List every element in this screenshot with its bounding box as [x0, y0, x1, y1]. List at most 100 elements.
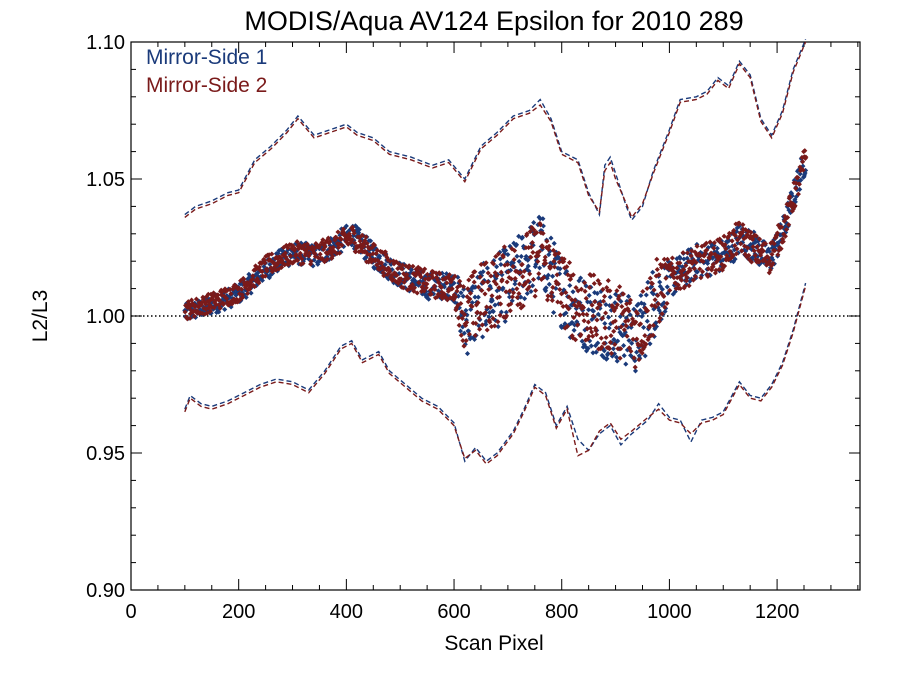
data-point: [458, 300, 464, 307]
data-point: [550, 284, 556, 290]
data-point: [603, 334, 609, 341]
data-point: [576, 312, 582, 318]
data-point: [471, 279, 477, 285]
data-point: [484, 265, 490, 271]
data-point: [614, 288, 620, 294]
x-tick-labels: 0 200 400 600 800 1000 1200: [125, 601, 799, 623]
data-point: [634, 336, 640, 342]
x-axis-label: Scan Pixel: [444, 632, 543, 655]
x-tick-label: 1200: [755, 601, 800, 623]
data-point: [454, 288, 460, 294]
data-point: [520, 303, 526, 309]
data-point: [637, 307, 643, 313]
data-point: [308, 258, 314, 264]
data-point: [659, 311, 665, 317]
major-ticks: [130, 41, 860, 591]
data-point: [583, 295, 589, 301]
data-point: [643, 292, 649, 298]
data-point: [523, 245, 529, 251]
data-point: [597, 302, 603, 308]
data-point: [683, 278, 689, 284]
data-point: [753, 233, 759, 239]
data-point: [729, 238, 735, 244]
data-point: [306, 250, 313, 256]
data-point: [362, 238, 368, 244]
data-point: [603, 310, 609, 316]
data-points: [182, 148, 809, 374]
data-point: [546, 281, 552, 287]
data-point: [480, 334, 486, 340]
data-point: [444, 297, 450, 303]
data-point: [387, 258, 393, 264]
data-point: [491, 261, 497, 267]
data-point: [295, 257, 301, 264]
data-point: [485, 270, 491, 276]
data-point: [461, 312, 468, 318]
data-point: [500, 285, 506, 291]
data-point: [390, 276, 396, 282]
data-point: [754, 244, 760, 250]
data-point: [647, 323, 653, 329]
data-point: [599, 315, 605, 321]
data-point: [482, 310, 489, 316]
data-point: [650, 291, 656, 297]
data-point: [432, 286, 438, 292]
data-point: [394, 272, 400, 278]
data-point: [545, 293, 551, 299]
data-point: [543, 285, 549, 291]
data-point: [467, 296, 473, 302]
legend-mirror-side-2: Mirror-Side 2: [146, 74, 267, 97]
data-point: [436, 280, 442, 286]
data-point: [650, 269, 656, 275]
data-point: [566, 260, 573, 266]
data-point: [549, 289, 555, 296]
data-point: [527, 271, 533, 277]
data-point: [472, 332, 478, 338]
data-point: [456, 315, 462, 321]
data-point: [585, 345, 591, 351]
data-point: [311, 246, 317, 252]
data-point: [503, 313, 510, 319]
data-point: [490, 315, 496, 322]
data-point: [495, 324, 501, 330]
data-point: [499, 277, 505, 283]
data-point: [370, 251, 376, 257]
data-point: [661, 293, 667, 300]
data-point: [664, 300, 670, 306]
data-point: [803, 154, 809, 160]
data-point: [616, 293, 622, 299]
data-point: [774, 230, 780, 236]
data-point: [369, 245, 375, 251]
data-point: [548, 293, 554, 299]
data-point: [530, 249, 536, 255]
data-point: [525, 278, 531, 284]
data-point: [548, 235, 554, 241]
data-point: [617, 284, 623, 290]
data-point: [278, 264, 285, 270]
data-point: [756, 259, 762, 265]
data-point: [621, 353, 627, 359]
data-point: [409, 285, 415, 291]
data-point: [541, 274, 547, 281]
x-tick-label: 800: [545, 601, 578, 623]
data-point: [644, 318, 650, 324]
data-point: [320, 237, 326, 243]
data-point: [497, 312, 503, 318]
data-point: [566, 294, 572, 300]
data-point: [603, 302, 609, 308]
data-point: [461, 330, 467, 336]
data-point: [464, 319, 470, 325]
data-point: [564, 323, 570, 329]
data-point: [608, 333, 614, 339]
data-point: [608, 350, 615, 356]
y-tick-label: 0.95: [86, 443, 125, 465]
data-point: [537, 222, 544, 228]
data-point: [519, 261, 525, 267]
data-point: [586, 307, 592, 313]
data-point: [224, 295, 230, 302]
data-point: [644, 285, 650, 292]
data-point: [529, 240, 535, 246]
data-point: [650, 332, 656, 338]
data-point: [482, 291, 488, 297]
data-point: [466, 331, 472, 337]
